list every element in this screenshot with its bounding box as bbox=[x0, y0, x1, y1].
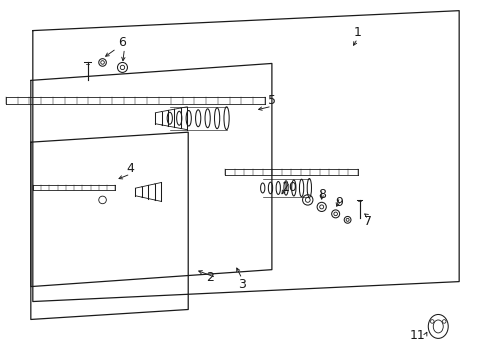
Text: 4: 4 bbox=[126, 162, 134, 175]
Text: 2: 2 bbox=[206, 271, 214, 284]
Text: 7: 7 bbox=[363, 215, 371, 228]
Text: 1: 1 bbox=[353, 26, 361, 39]
Text: 8: 8 bbox=[317, 188, 325, 202]
Text: 10: 10 bbox=[281, 181, 297, 194]
Text: 11: 11 bbox=[408, 329, 425, 342]
Text: 6: 6 bbox=[118, 36, 126, 49]
Text: 5: 5 bbox=[267, 94, 275, 107]
Text: 9: 9 bbox=[335, 197, 343, 210]
Text: 3: 3 bbox=[238, 278, 245, 291]
